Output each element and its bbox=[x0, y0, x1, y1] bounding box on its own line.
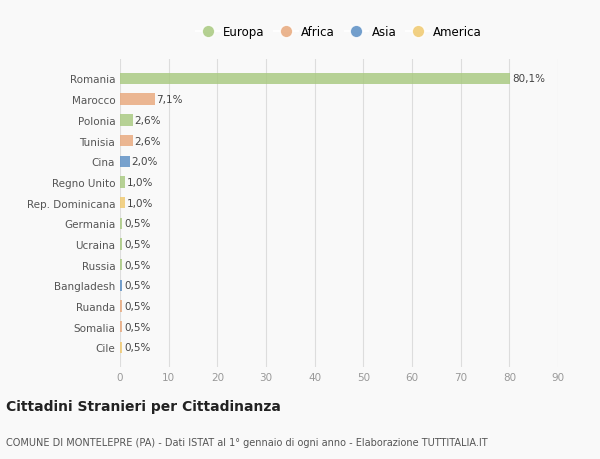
Text: 7,1%: 7,1% bbox=[157, 95, 183, 105]
Text: 0,5%: 0,5% bbox=[124, 301, 151, 311]
Text: 80,1%: 80,1% bbox=[512, 74, 545, 84]
Text: 2,6%: 2,6% bbox=[134, 136, 161, 146]
Legend: Europa, Africa, Asia, America: Europa, Africa, Asia, America bbox=[193, 22, 485, 43]
Text: 1,0%: 1,0% bbox=[127, 198, 153, 208]
Bar bbox=[120, 259, 122, 271]
Bar bbox=[120, 115, 133, 126]
Text: 1,0%: 1,0% bbox=[127, 178, 153, 187]
Text: 2,0%: 2,0% bbox=[131, 157, 158, 167]
Bar bbox=[120, 342, 122, 353]
Bar bbox=[120, 239, 122, 250]
Text: COMUNE DI MONTELEPRE (PA) - Dati ISTAT al 1° gennaio di ogni anno - Elaborazione: COMUNE DI MONTELEPRE (PA) - Dati ISTAT a… bbox=[6, 437, 488, 448]
Text: 0,5%: 0,5% bbox=[124, 280, 151, 291]
Bar bbox=[120, 280, 122, 291]
Text: Cittadini Stranieri per Cittadinanza: Cittadini Stranieri per Cittadinanza bbox=[6, 399, 281, 413]
Bar bbox=[120, 218, 122, 230]
Bar bbox=[120, 197, 125, 209]
Bar bbox=[120, 94, 155, 106]
Text: 0,5%: 0,5% bbox=[124, 240, 151, 249]
Bar bbox=[120, 156, 130, 168]
Text: 0,5%: 0,5% bbox=[124, 322, 151, 332]
Bar bbox=[120, 73, 510, 85]
Bar bbox=[120, 177, 125, 188]
Text: 2,6%: 2,6% bbox=[134, 116, 161, 126]
Text: 0,5%: 0,5% bbox=[124, 219, 151, 229]
Text: 0,5%: 0,5% bbox=[124, 342, 151, 353]
Text: 0,5%: 0,5% bbox=[124, 260, 151, 270]
Bar bbox=[120, 301, 122, 312]
Bar bbox=[120, 321, 122, 333]
Bar bbox=[120, 135, 133, 147]
